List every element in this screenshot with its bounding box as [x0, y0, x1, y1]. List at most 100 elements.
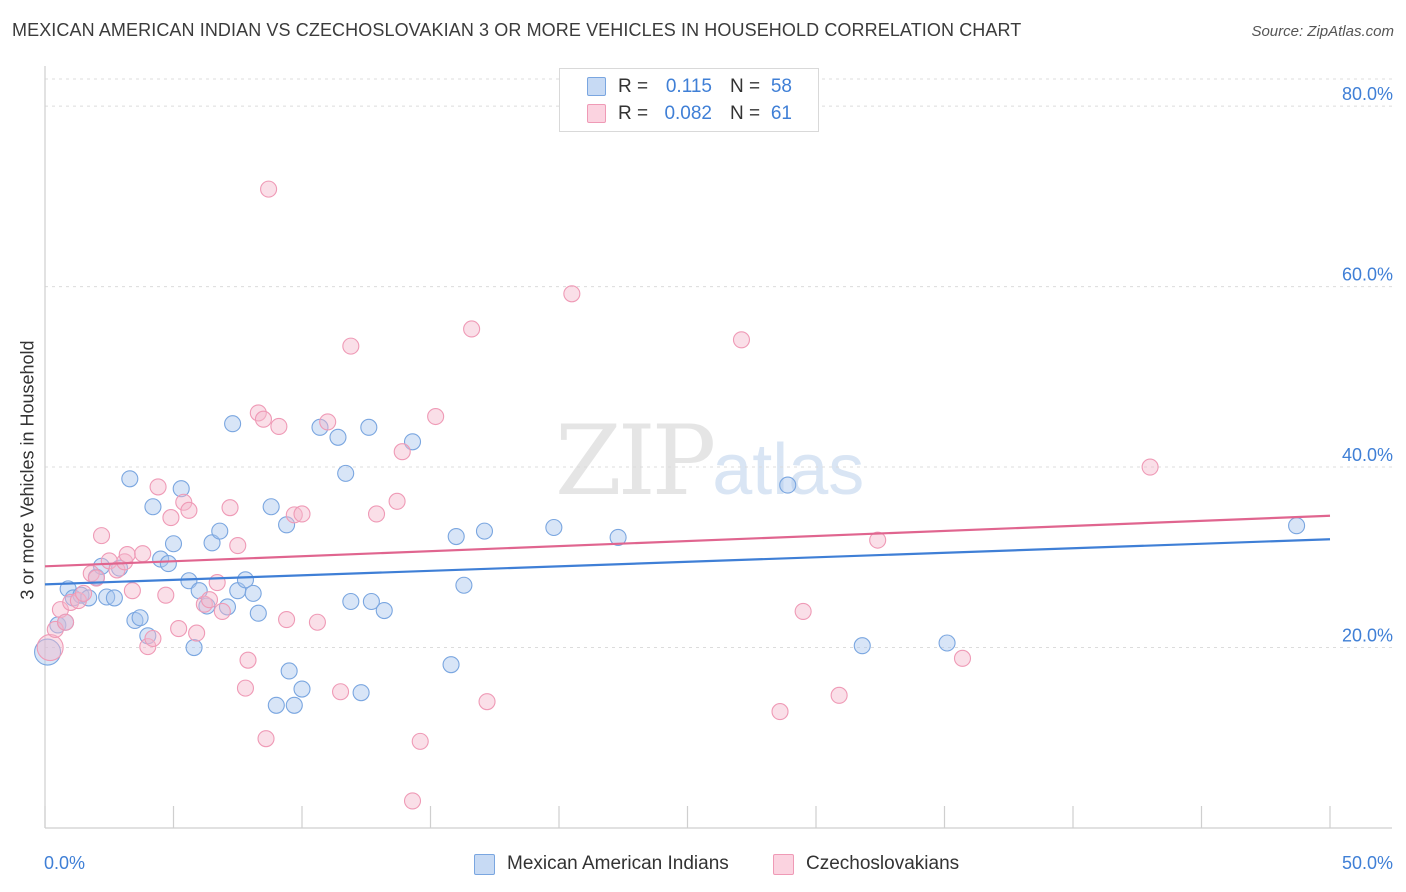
data-point — [170, 620, 188, 638]
legend-swatch-blue — [474, 854, 495, 875]
data-point — [331, 683, 350, 701]
data-point — [144, 629, 162, 648]
data-point — [442, 656, 460, 674]
stats-legend: R = 0.115 N = 58 R = 0.082 N = 61 — [559, 68, 819, 132]
data-point — [475, 522, 494, 540]
data-point — [545, 518, 563, 537]
data-point — [609, 528, 627, 546]
data-point — [455, 576, 473, 594]
data-point — [285, 696, 303, 714]
data-point — [200, 591, 219, 609]
data-point — [779, 476, 797, 494]
data-point — [139, 638, 157, 656]
data-point — [403, 792, 422, 810]
data-point — [236, 571, 255, 589]
r-value: 0.082 — [664, 103, 712, 124]
data-point — [403, 433, 422, 451]
data-point — [463, 320, 481, 338]
y-tick-label: 40.0% — [1342, 445, 1393, 465]
data-point — [278, 610, 296, 629]
data-point — [224, 415, 242, 433]
data-point — [938, 634, 956, 652]
y-tick-label: 80.0% — [1342, 84, 1393, 104]
n-value: 58 — [770, 76, 792, 97]
data-point — [293, 680, 311, 698]
series-czechoslovakians — [36, 180, 1159, 810]
data-point — [367, 505, 386, 523]
data-point — [249, 604, 267, 622]
data-point — [342, 337, 360, 355]
data-point — [159, 555, 177, 573]
data-point — [352, 684, 370, 702]
swatch-blue — [587, 77, 606, 96]
data-point — [218, 598, 237, 616]
data-point — [229, 537, 247, 555]
data-point — [794, 602, 812, 620]
data-point — [337, 464, 355, 482]
data-point — [388, 492, 406, 510]
data-point — [732, 331, 751, 349]
data-point — [34, 638, 62, 666]
legend-label: Czechoslovakians — [806, 853, 960, 874]
data-point — [308, 613, 326, 631]
data-point — [203, 534, 221, 552]
data-point — [262, 498, 280, 516]
watermark-atlas: atlas — [712, 430, 865, 510]
data-point — [869, 531, 887, 549]
data-point — [131, 609, 149, 627]
data-point — [134, 545, 152, 563]
data-point — [195, 595, 213, 613]
data-point — [80, 589, 98, 607]
data-point — [830, 686, 848, 704]
data-point — [329, 428, 347, 446]
legend-swatch-pink — [773, 854, 794, 875]
data-point — [478, 693, 496, 711]
data-point — [75, 584, 93, 602]
data-point — [853, 637, 871, 655]
y-axis-label: 3 or more Vehicles in Household — [17, 340, 38, 600]
trend-line-blue — [44, 538, 1331, 586]
data-point — [360, 418, 378, 436]
data-point — [213, 602, 231, 620]
data-point — [319, 413, 337, 431]
y-tick-label: 20.0% — [1342, 626, 1393, 646]
data-point — [126, 611, 144, 630]
watermark-zip: ZIP — [555, 405, 716, 517]
stats-row-pink: R = 0.082 N = 61 — [560, 101, 818, 127]
data-point — [92, 527, 111, 545]
data-point — [411, 732, 429, 750]
r-label: R = — [618, 76, 649, 97]
data-point — [188, 624, 206, 642]
data-point — [254, 410, 273, 428]
x-tick-max: 50.0% — [1341, 853, 1393, 873]
data-point — [270, 417, 288, 435]
series-mexican-american-indians — [34, 415, 1306, 714]
data-point — [953, 649, 972, 667]
data-point — [36, 633, 64, 662]
data-point — [563, 285, 581, 303]
data-point — [172, 480, 190, 498]
data-point — [185, 638, 203, 657]
series-legend: Mexican American Indians Czechoslovakian… — [0, 852, 1406, 878]
swatch-pink — [587, 104, 606, 123]
data-point — [393, 443, 411, 461]
data-point — [342, 592, 360, 611]
data-point — [57, 613, 75, 631]
data-point — [211, 522, 229, 540]
data-point — [244, 584, 262, 602]
data-point — [1288, 517, 1306, 535]
n-value: 61 — [770, 103, 792, 124]
data-point — [267, 696, 285, 714]
data-point — [144, 498, 162, 516]
data-point — [221, 499, 239, 517]
data-point — [180, 501, 198, 519]
data-point — [771, 703, 789, 721]
data-point — [175, 493, 193, 511]
stats-row-blue: R = 0.115 N = 58 — [560, 74, 818, 100]
trend-lines — [44, 514, 1331, 586]
watermark: ZIPatlas — [555, 405, 864, 517]
y-tick-labels: 20.0% 40.0% 60.0% 80.0% — [1342, 84, 1393, 645]
data-point — [280, 662, 298, 680]
data-point — [157, 586, 175, 604]
